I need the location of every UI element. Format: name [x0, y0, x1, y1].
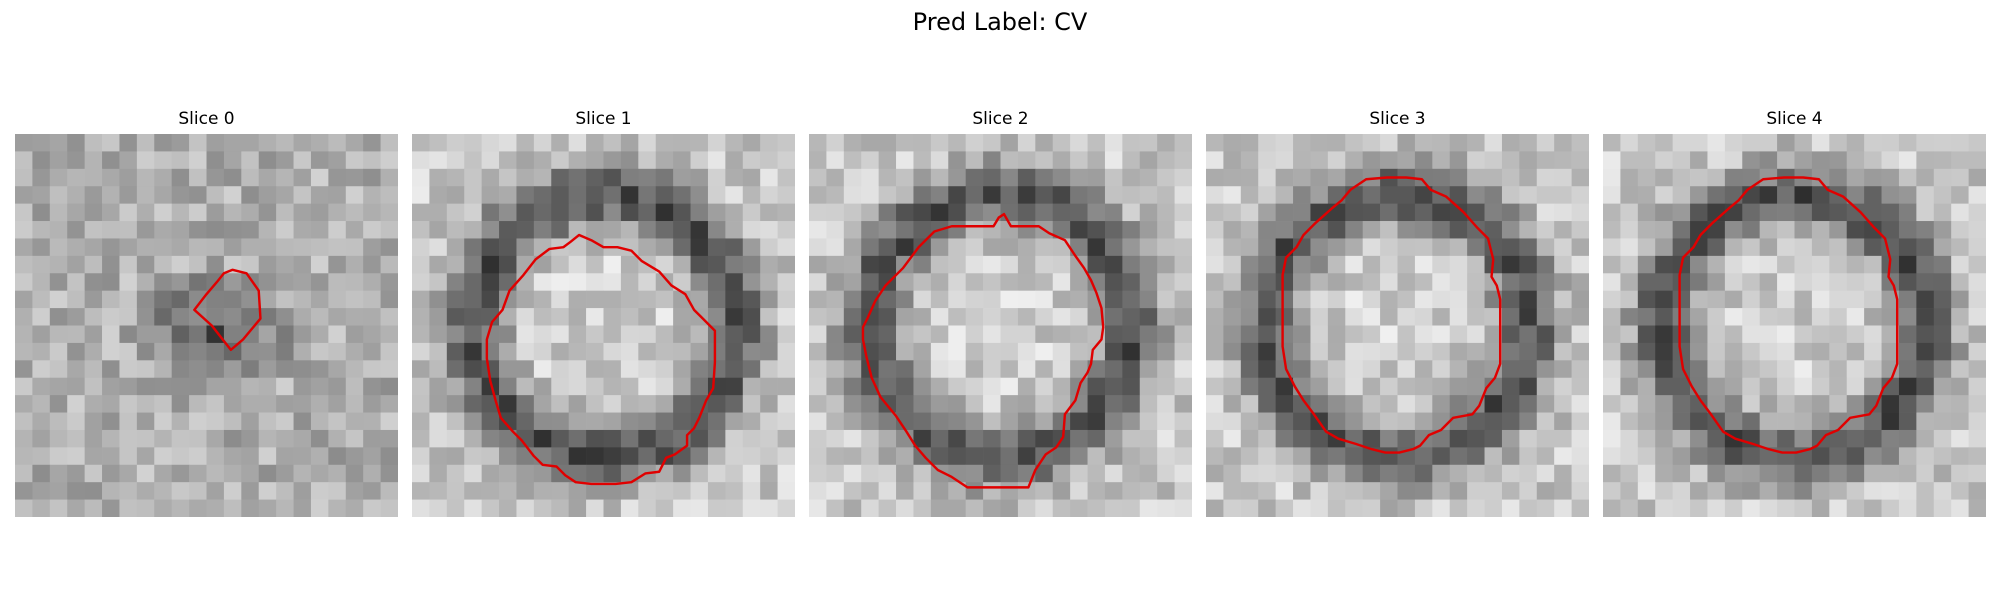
contour-outline [193, 268, 262, 352]
slice-panel-4: Slice 4 [1603, 108, 1986, 517]
slice-panel-3: Slice 3 [1206, 108, 1589, 517]
contour-outline [1281, 176, 1502, 454]
slice-title-3: Slice 3 [1369, 109, 1426, 129]
slice-image-4 [1603, 134, 1986, 517]
slice-title-4: Slice 4 [1766, 109, 1823, 129]
slice-image-2 [809, 134, 1192, 517]
contour-outline [861, 212, 1105, 489]
slice-image-3 [1206, 134, 1589, 517]
pixel-mosaic [809, 134, 1192, 517]
slice-title-2: Slice 2 [972, 109, 1029, 129]
figure-title: Pred Label: CV [912, 8, 1088, 36]
pixel-mosaic [412, 134, 795, 517]
slice-title-0: Slice 0 [178, 109, 235, 129]
pixel-mosaic [15, 134, 398, 517]
pixel-mosaic [1206, 134, 1589, 517]
slice-image-0 [15, 134, 398, 517]
slice-panel-1: Slice 1 [412, 108, 795, 517]
slice-panel-0: Slice 0 [15, 108, 398, 517]
contour-outline [1678, 176, 1899, 454]
slice-title-1: Slice 1 [575, 109, 632, 129]
slice-panel-2: Slice 2 [809, 108, 1192, 517]
pixel-mosaic [1603, 134, 1986, 517]
contour-outline [485, 233, 717, 486]
slice-image-1 [412, 134, 795, 517]
